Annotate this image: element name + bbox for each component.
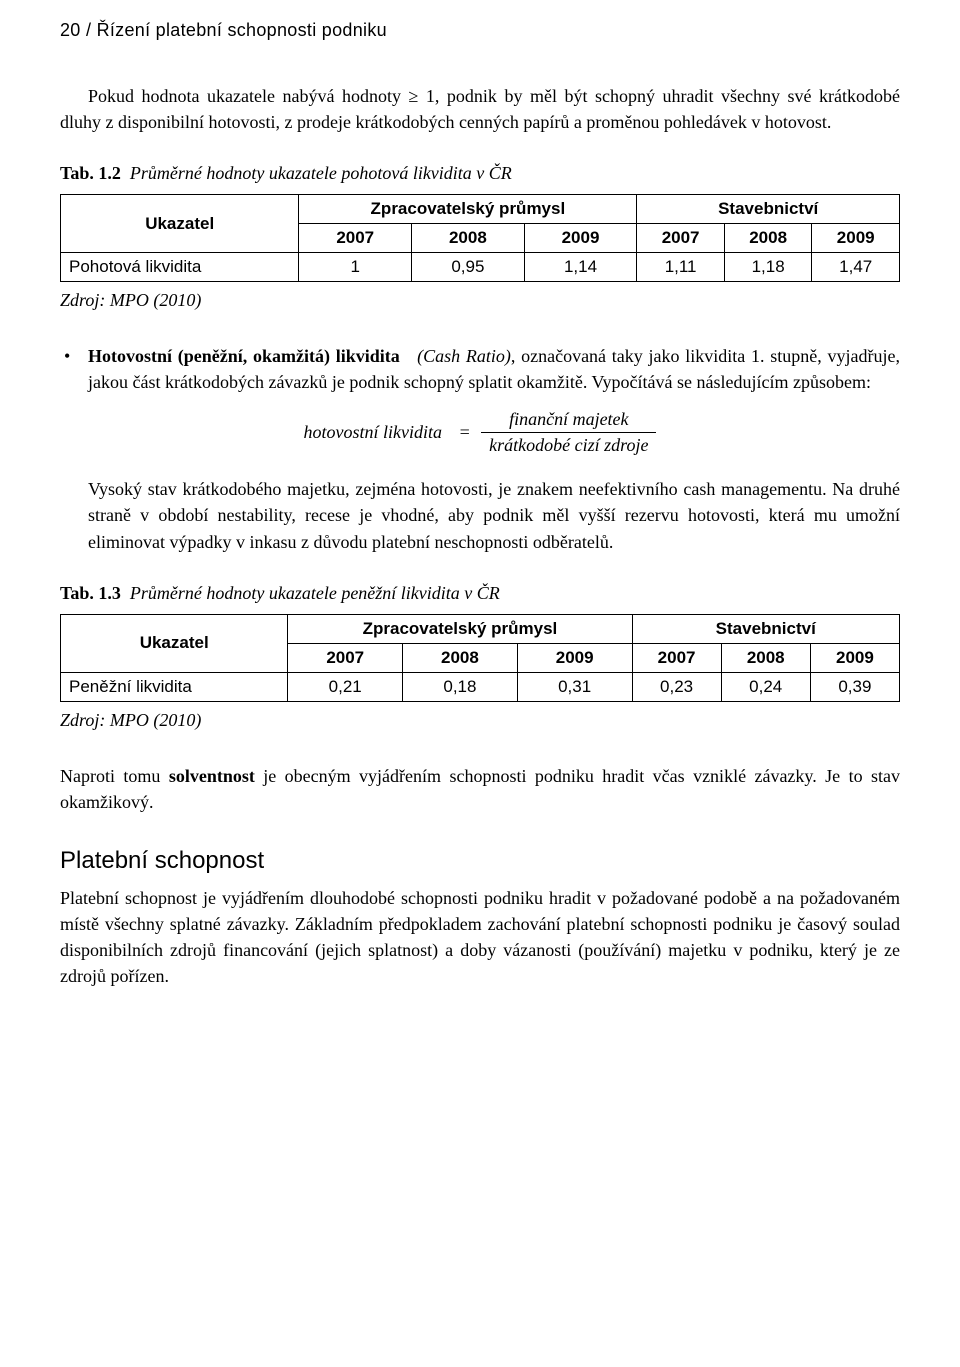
col-year: 2008 <box>721 643 810 672</box>
paragraph-platebni: Platební schopnost je vyjádřením dlouhod… <box>60 885 900 989</box>
cell: 0,18 <box>403 672 518 701</box>
col-year: 2008 <box>403 643 518 672</box>
table-2-source: Zdroj: MPO (2010) <box>60 710 900 731</box>
caption-bold: Tab. 1.3 <box>60 583 121 603</box>
cell: 1 <box>299 253 412 282</box>
col-year: 2009 <box>810 643 899 672</box>
col-year: 2009 <box>517 643 632 672</box>
table-1: Ukazatel Zpracovatelský průmysl Stavebni… <box>60 194 900 282</box>
cell: 0,21 <box>288 672 403 701</box>
table-2-caption: Tab. 1.3 Průměrné hodnoty ukazatele peně… <box>60 583 900 604</box>
formula-denominator: krátkodobé cizí zdroje <box>481 433 656 456</box>
cell: 1,18 <box>724 253 812 282</box>
col-ukazatel: Ukazatel <box>61 195 299 253</box>
col-year: 2008 <box>724 224 812 253</box>
row-label: Peněžní likvidita <box>61 672 288 701</box>
col-year: 2008 <box>412 224 525 253</box>
col-year: 2009 <box>812 224 900 253</box>
col-year: 2007 <box>299 224 412 253</box>
bullet-list: Hotovostní (peněžní, okamžitá) likvidita… <box>60 343 900 395</box>
caption-bold: Tab. 1.2 <box>60 163 121 183</box>
separator: / <box>86 20 91 40</box>
page: 20 / Řízení platební schopnosti podniku … <box>0 0 960 1367</box>
col-group-2: Stavebnictví <box>632 614 899 643</box>
caption-italic: Průměrné hodnoty ukazatele peněžní likvi… <box>130 583 500 603</box>
paragraph-solventnost: Naproti tomu solventnost je obecným vyjá… <box>60 763 900 815</box>
cell: 0,31 <box>517 672 632 701</box>
bullet-item: Hotovostní (peněžní, okamžitá) likvidita… <box>60 343 900 395</box>
cell: 1,14 <box>524 253 637 282</box>
cell: 0,24 <box>721 672 810 701</box>
col-year: 2007 <box>632 643 721 672</box>
cell: 1,11 <box>637 253 725 282</box>
formula-eq: = <box>459 422 471 443</box>
bullet-follow-paragraph: Vysoký stav krátkodobého majetku, zejmén… <box>60 476 900 554</box>
col-year: 2007 <box>288 643 403 672</box>
col-ukazatel: Ukazatel <box>61 614 288 672</box>
bullet-bold: Hotovostní (peněžní, okamžitá) likvidita <box>88 346 400 366</box>
formula-lhs: hotovostní likvidita <box>304 422 442 443</box>
formula: hotovostní likvidita = finanční majetek … <box>60 409 900 456</box>
caption-italic: Průměrné hodnoty ukazatele pohotová likv… <box>130 163 512 183</box>
col-group-2: Stavebnictví <box>637 195 900 224</box>
paragraph-intro: Pokud hodnota ukazatele nabývá hodnoty ≥… <box>60 83 900 135</box>
chapter-title: Řízení platební schopnosti podniku <box>97 20 387 40</box>
formula-numerator: finanční majetek <box>481 409 656 433</box>
text-bold: solventnost <box>169 766 255 786</box>
text-pre: Naproti tomu <box>60 766 169 786</box>
col-group-1: Zpracovatelský průmysl <box>288 614 632 643</box>
cell: 0,23 <box>632 672 721 701</box>
col-year: 2009 <box>524 224 637 253</box>
table-1-source: Zdroj: MPO (2010) <box>60 290 900 311</box>
col-group-1: Zpracovatelský průmysl <box>299 195 637 224</box>
table-1-caption: Tab. 1.2 Průměrné hodnoty ukazatele poho… <box>60 163 900 184</box>
page-header: 20 / Řízení platební schopnosti podniku <box>60 20 900 41</box>
formula-fraction: finanční majetek krátkodobé cizí zdroje <box>481 409 656 456</box>
col-year: 2007 <box>637 224 725 253</box>
cell: 0,39 <box>810 672 899 701</box>
cell: 1,47 <box>812 253 900 282</box>
cell: 0,95 <box>412 253 525 282</box>
section-heading: Platební schopnost <box>60 847 900 875</box>
page-number: 20 <box>60 20 81 40</box>
table-2: Ukazatel Zpracovatelský průmysl Stavebni… <box>60 614 900 702</box>
row-label: Pohotová likvidita <box>61 253 299 282</box>
bullet-italic: (Cash Ratio) <box>417 346 511 366</box>
